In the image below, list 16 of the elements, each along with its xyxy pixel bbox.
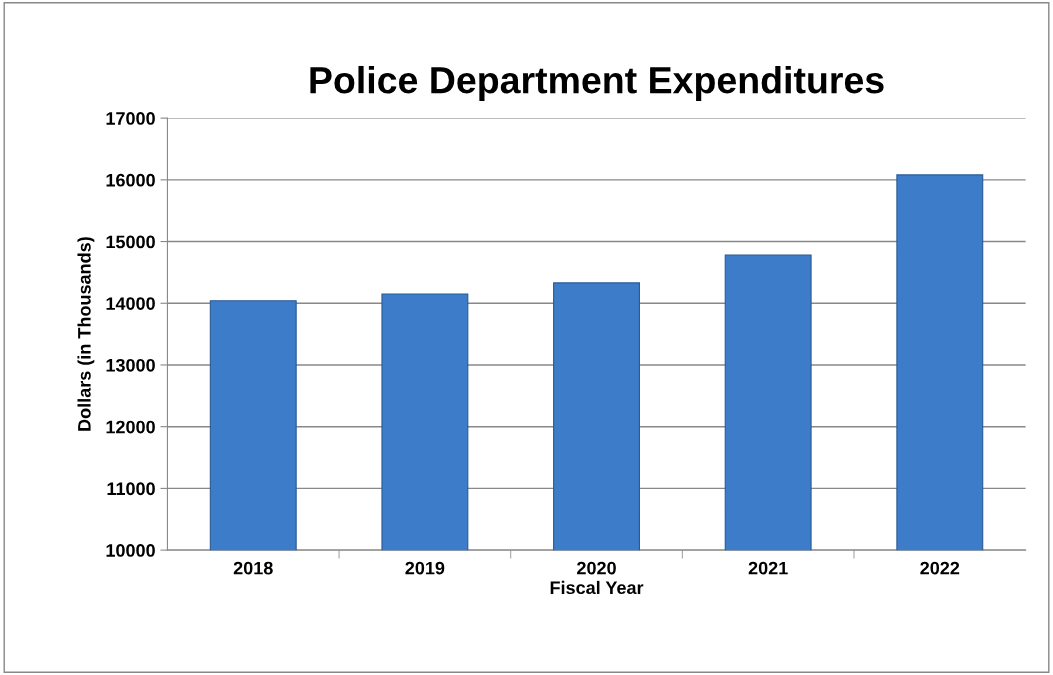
x-tick-label: 2018 — [233, 561, 273, 575]
y-tick-label: 12000 — [106, 420, 155, 434]
x-tick-label: 2021 — [748, 561, 788, 575]
y-tick-label: 17000 — [106, 112, 155, 125]
x-axis-title: Fiscal Year — [550, 580, 644, 595]
chart-title: Police Department Expenditures — [310, 65, 884, 101]
y-tick-label: 14000 — [106, 297, 155, 310]
y-tick-label: 13000 — [106, 358, 155, 372]
y-tick-label: 10000 — [106, 544, 155, 557]
y-tick-label: 15000 — [106, 235, 155, 249]
y-tick-label: 16000 — [106, 173, 155, 187]
y-tick-label: 11000 — [107, 482, 155, 496]
x-tick-label: 2020 — [577, 561, 616, 575]
x-tick-label: 2019 — [405, 561, 445, 575]
x-tick-label: 2022 — [920, 561, 960, 575]
y-axis-title: Dollars (in Thousands) — [77, 237, 95, 431]
